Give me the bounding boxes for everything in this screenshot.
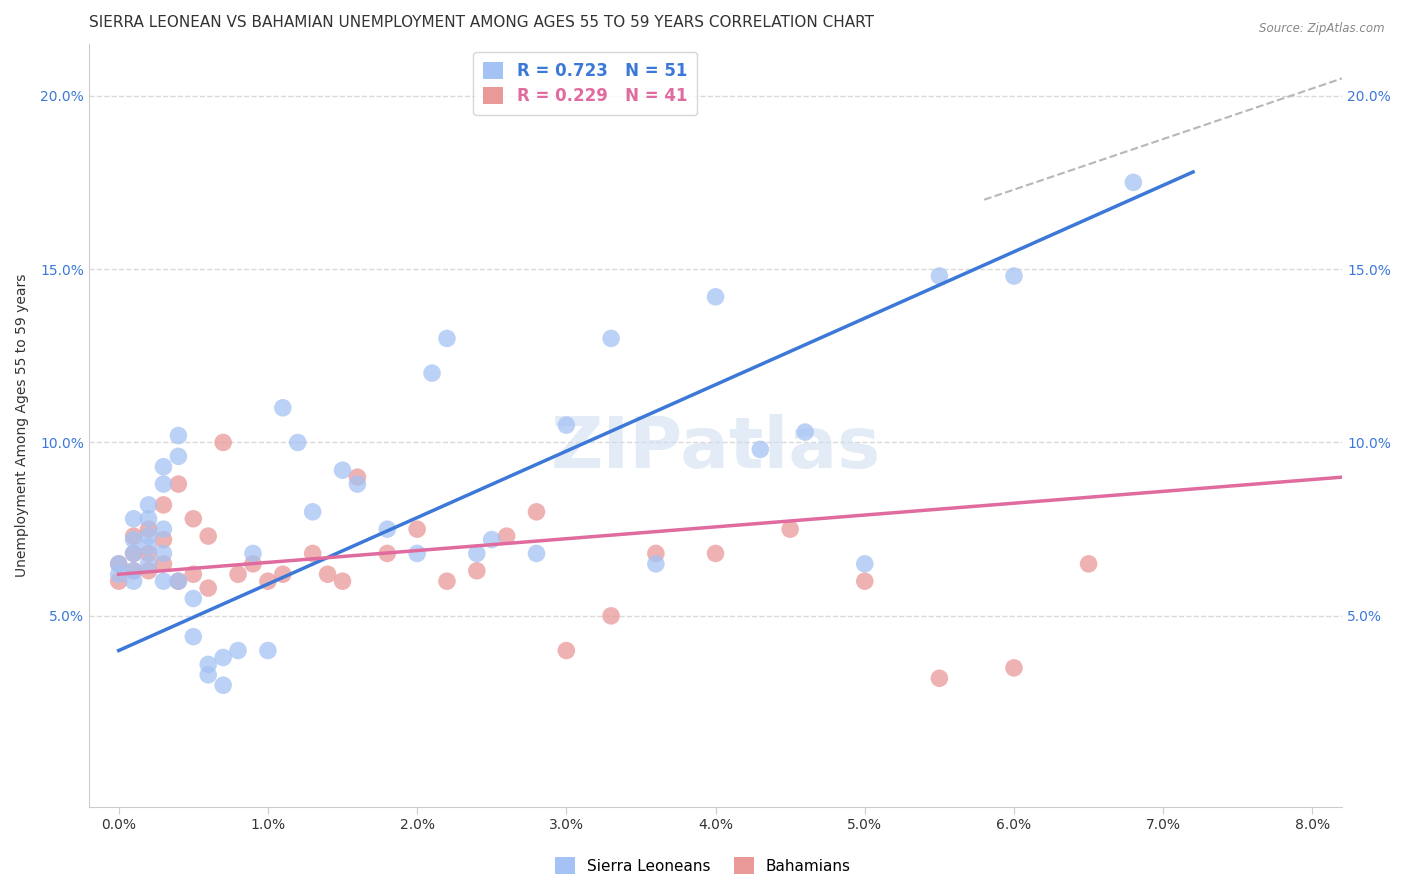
Point	[406, 546, 429, 560]
Point	[928, 268, 950, 283]
Point	[1002, 268, 1025, 283]
Point	[212, 678, 235, 692]
Point	[526, 546, 548, 560]
Point	[152, 522, 174, 536]
Point	[226, 567, 249, 582]
Point	[122, 529, 145, 543]
Point	[152, 459, 174, 474]
Point	[138, 540, 160, 554]
Point	[928, 671, 950, 685]
Point	[138, 498, 160, 512]
Point	[1002, 661, 1025, 675]
Point	[436, 574, 458, 589]
Point	[794, 425, 817, 439]
Point	[271, 567, 294, 582]
Point	[167, 450, 190, 464]
Point	[644, 546, 666, 560]
Point	[138, 512, 160, 526]
Point	[138, 529, 160, 543]
Point	[167, 574, 190, 589]
Point	[271, 401, 294, 415]
Point	[122, 512, 145, 526]
Point	[167, 428, 190, 442]
Point	[332, 463, 354, 477]
Point	[555, 418, 578, 433]
Point	[644, 557, 666, 571]
Point	[181, 512, 204, 526]
Point	[197, 581, 219, 595]
Legend: R = 0.723   N = 51, R = 0.229   N = 41: R = 0.723 N = 51, R = 0.229 N = 41	[474, 52, 697, 115]
Point	[600, 608, 623, 623]
Point	[197, 657, 219, 672]
Point	[152, 498, 174, 512]
Point	[853, 574, 876, 589]
Point	[181, 630, 204, 644]
Point	[122, 574, 145, 589]
Point	[122, 546, 145, 560]
Point	[704, 546, 727, 560]
Point	[287, 435, 309, 450]
Point	[420, 366, 443, 380]
Point	[167, 574, 190, 589]
Point	[749, 442, 772, 457]
Point	[1077, 557, 1099, 571]
Point	[122, 546, 145, 560]
Y-axis label: Unemployment Among Ages 55 to 59 years: Unemployment Among Ages 55 to 59 years	[15, 274, 30, 577]
Point	[316, 567, 339, 582]
Legend: Sierra Leoneans, Bahamians: Sierra Leoneans, Bahamians	[550, 851, 856, 880]
Point	[181, 591, 204, 606]
Point	[465, 564, 488, 578]
Point	[257, 643, 280, 657]
Point	[600, 331, 623, 345]
Point	[346, 470, 368, 484]
Point	[465, 546, 488, 560]
Text: SIERRA LEONEAN VS BAHAMIAN UNEMPLOYMENT AMONG AGES 55 TO 59 YEARS CORRELATION CH: SIERRA LEONEAN VS BAHAMIAN UNEMPLOYMENT …	[89, 15, 875, 30]
Point	[242, 557, 264, 571]
Point	[375, 522, 398, 536]
Point	[197, 668, 219, 682]
Point	[555, 643, 578, 657]
Point	[1122, 175, 1144, 189]
Point	[107, 574, 129, 589]
Point	[212, 650, 235, 665]
Point	[167, 477, 190, 491]
Point	[152, 477, 174, 491]
Point	[181, 567, 204, 582]
Point	[107, 557, 129, 571]
Point	[436, 331, 458, 345]
Point	[481, 533, 503, 547]
Point	[704, 290, 727, 304]
Point	[122, 564, 145, 578]
Point	[138, 564, 160, 578]
Point	[152, 557, 174, 571]
Point	[495, 529, 517, 543]
Point	[197, 529, 219, 543]
Point	[107, 567, 129, 582]
Point	[332, 574, 354, 589]
Point	[406, 522, 429, 536]
Point	[779, 522, 801, 536]
Point	[853, 557, 876, 571]
Point	[375, 546, 398, 560]
Text: Source: ZipAtlas.com: Source: ZipAtlas.com	[1260, 22, 1385, 36]
Point	[122, 533, 145, 547]
Point	[301, 505, 323, 519]
Point	[107, 557, 129, 571]
Point	[152, 533, 174, 547]
Text: ZIPatlas: ZIPatlas	[551, 414, 880, 483]
Point	[346, 477, 368, 491]
Point	[301, 546, 323, 560]
Point	[138, 557, 160, 571]
Point	[122, 564, 145, 578]
Point	[257, 574, 280, 589]
Point	[138, 546, 160, 560]
Point	[152, 574, 174, 589]
Point	[242, 546, 264, 560]
Point	[138, 522, 160, 536]
Point	[526, 505, 548, 519]
Point	[212, 435, 235, 450]
Point	[152, 546, 174, 560]
Point	[226, 643, 249, 657]
